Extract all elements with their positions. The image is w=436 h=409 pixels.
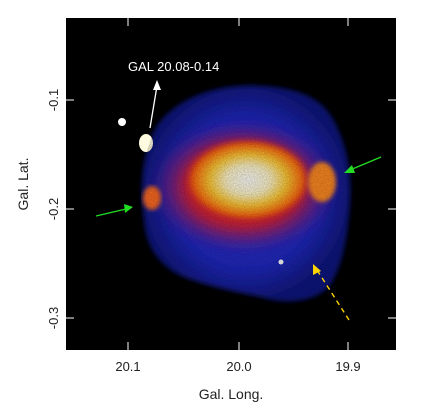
- yellow-dashed-arrow-head: [313, 264, 321, 275]
- yellow-dashed-arrow: [316, 269, 350, 321]
- y-tick-label: -0.1: [46, 89, 61, 111]
- x-tick-label: 19.9: [335, 359, 360, 374]
- x-axis-title: Gal. Long.: [199, 386, 264, 402]
- noise-texture: [141, 85, 351, 302]
- y-axis-title: Gal. Lat.: [15, 158, 31, 211]
- green-arrow-west-head: [344, 165, 355, 173]
- x-tick-label: 20.1: [115, 359, 140, 374]
- annotation-arrow-head: [153, 80, 161, 90]
- y-tick-label: -0.3: [46, 307, 61, 329]
- green-arrow-east-head: [124, 204, 133, 213]
- green-arrow-west: [349, 156, 382, 171]
- x-tick-marks: [127, 18, 349, 350]
- green-arrow-east: [95, 208, 127, 217]
- y-tick-marks: [66, 99, 396, 319]
- y-tick-label: -0.2: [46, 198, 61, 220]
- compact-source-small: [118, 118, 126, 126]
- annotation-arrow: [149, 85, 158, 129]
- x-tick-label: 20.0: [226, 359, 251, 374]
- source-annotation-label: GAL 20.08-0.14: [128, 59, 219, 74]
